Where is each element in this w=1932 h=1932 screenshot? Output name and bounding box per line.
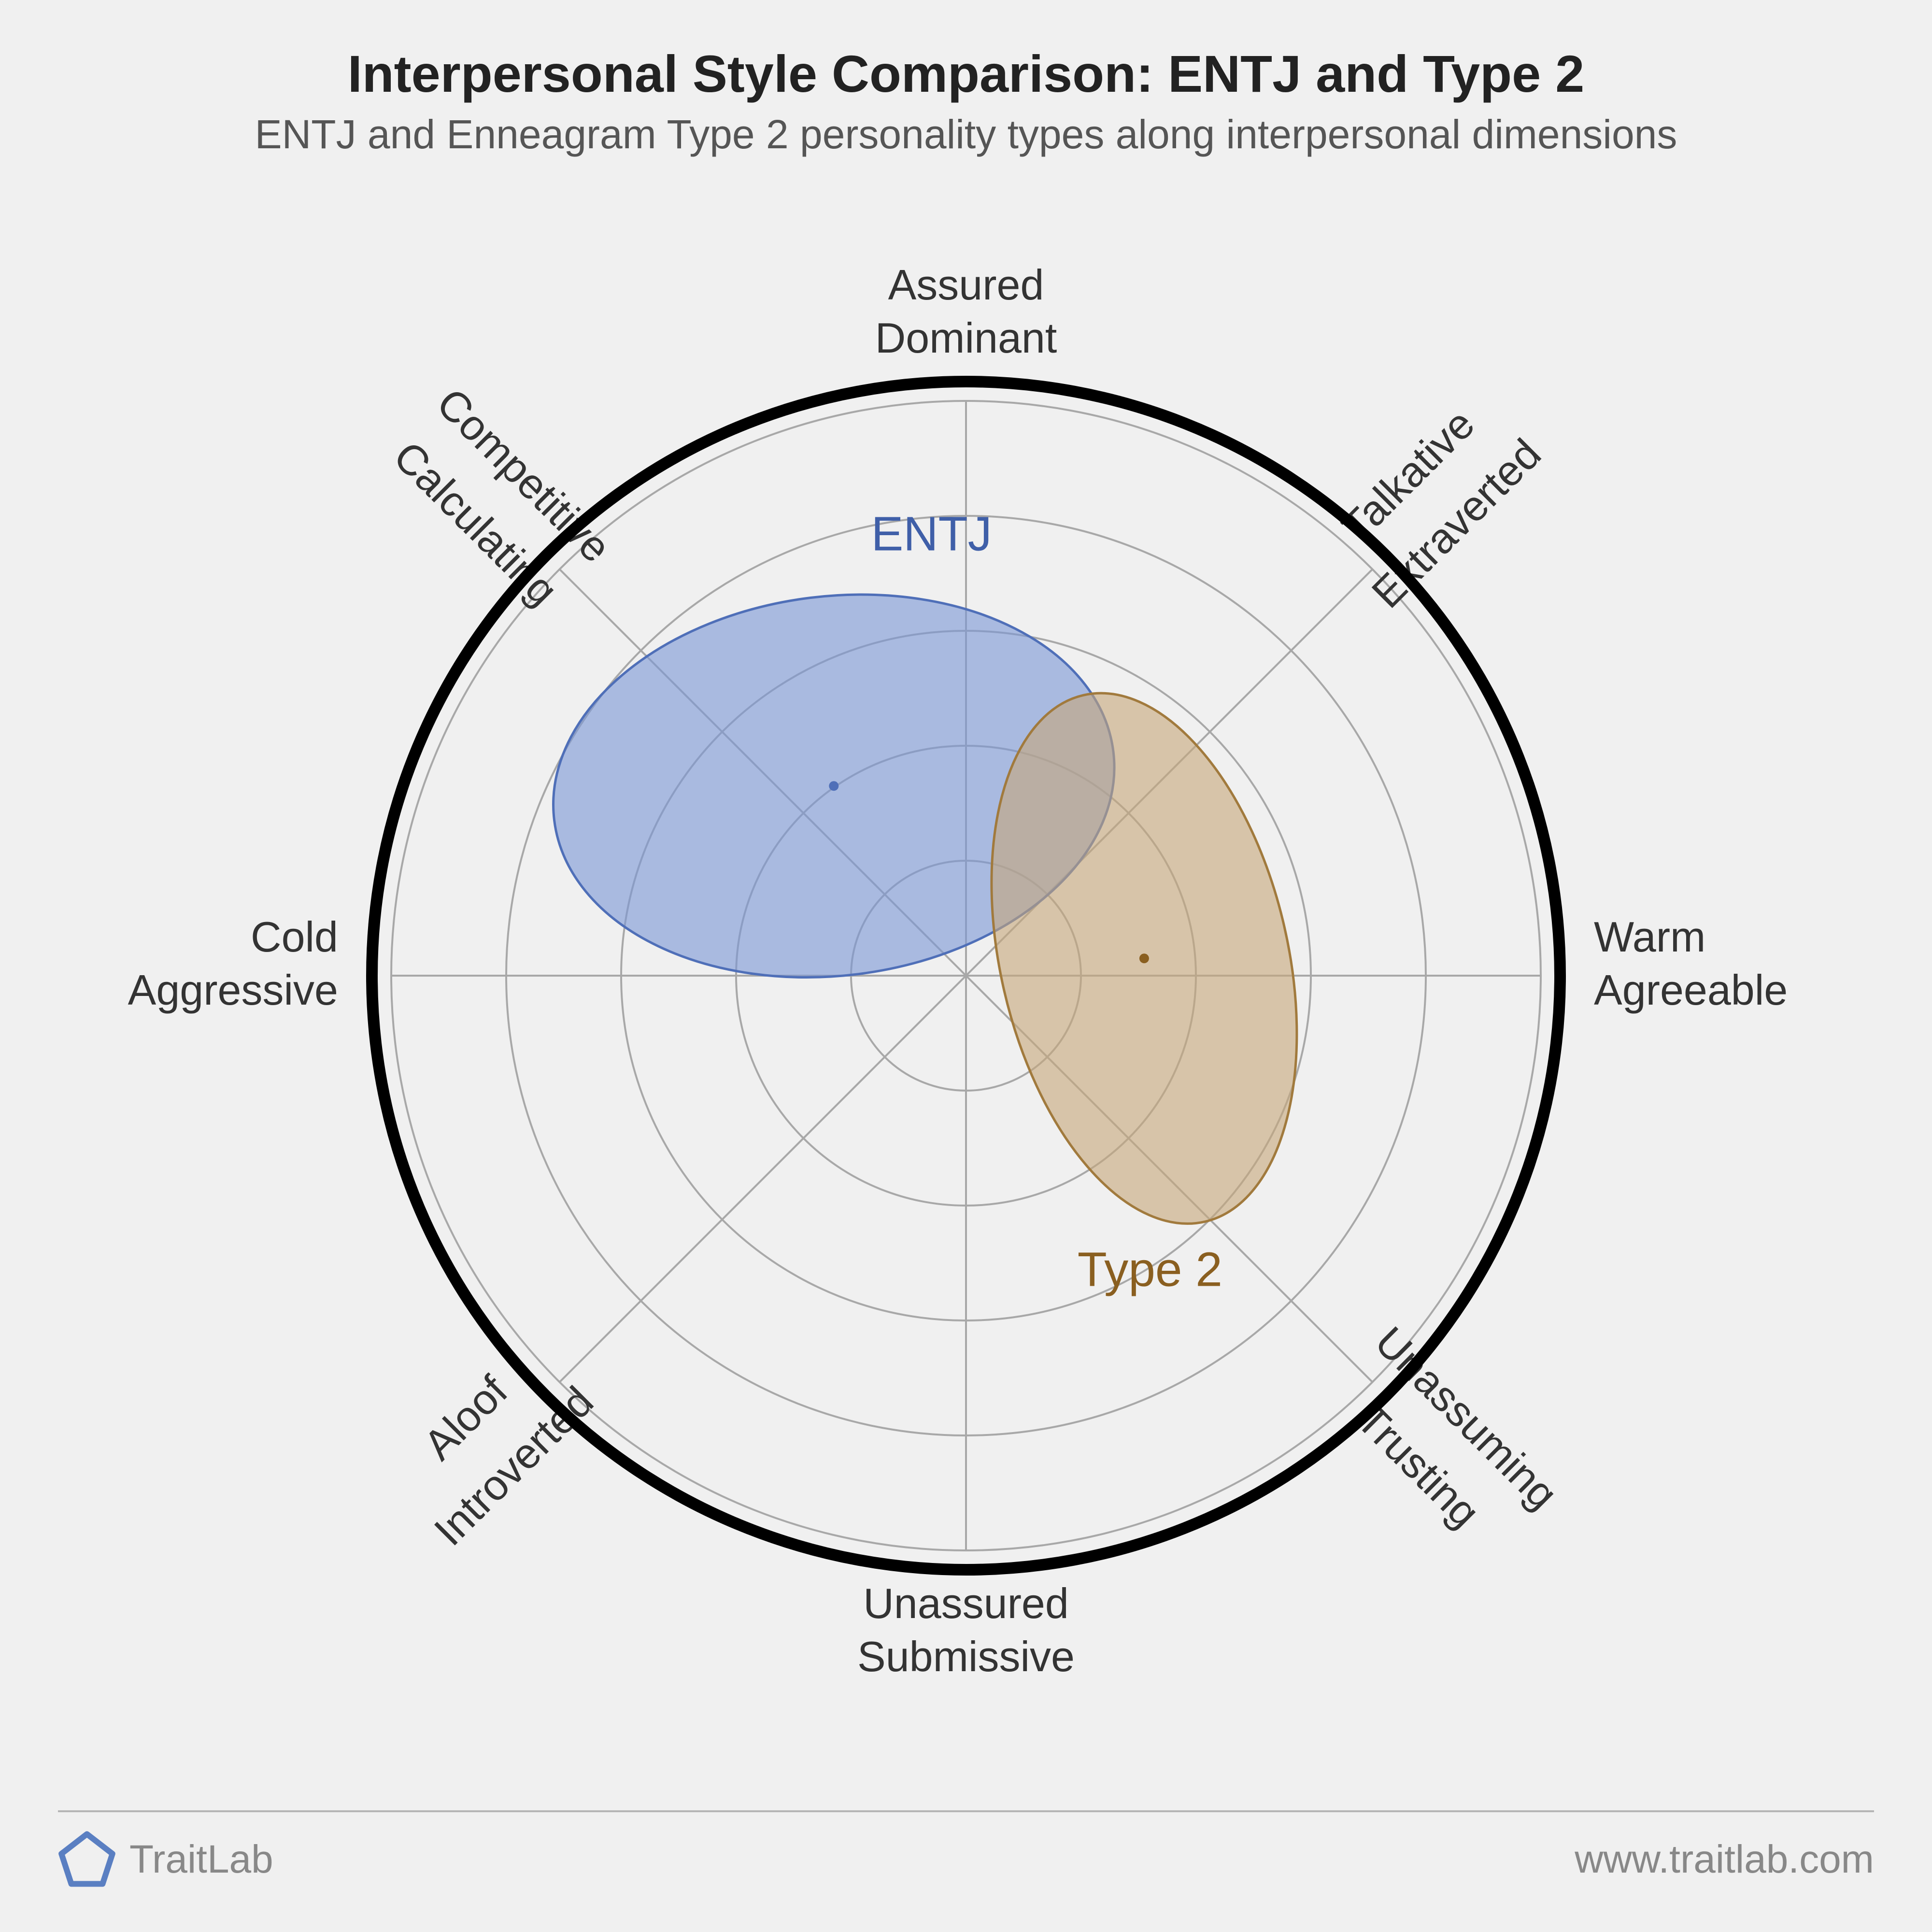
footer: TraitLab www.traitlab.com [58, 1831, 1874, 1889]
axis-label-outer: Warm [1594, 913, 1705, 961]
chart-area: AssuredDominantTalkativeExtravertedWarmA… [0, 174, 1932, 1777]
blob-center-entj [829, 781, 838, 791]
axis-label-outer: Unassured [863, 1579, 1069, 1627]
blob-label-type-2: Type 2 [1078, 1243, 1222, 1297]
axis-label-outer: Assured [888, 261, 1044, 309]
footer-divider [58, 1810, 1874, 1812]
brand: TraitLab [58, 1831, 273, 1889]
axis-label-inner: Dominant [875, 314, 1057, 362]
circumplex-chart: AssuredDominantTalkativeExtravertedWarmA… [97, 203, 1835, 1748]
chart-title: Interpersonal Style Comparison: ENTJ and… [0, 43, 1932, 104]
chart-subtitle: ENTJ and Enneagram Type 2 personality ty… [0, 111, 1932, 158]
brand-name: TraitLab [129, 1837, 273, 1882]
axis-label-inner: Agreeable [1594, 966, 1788, 1014]
axis-label-outer: Cold [251, 913, 338, 961]
blob-label-entj: ENTJ [871, 507, 992, 561]
site-url: www.traitlab.com [1575, 1837, 1874, 1882]
blob-center-type-2 [1139, 953, 1149, 963]
page: Interpersonal Style Comparison: ENTJ and… [0, 0, 1932, 1932]
brand-logo-icon [58, 1831, 116, 1889]
axis-label-inner: Submissive [857, 1633, 1075, 1680]
axis-label-inner: Aggressive [128, 966, 338, 1014]
